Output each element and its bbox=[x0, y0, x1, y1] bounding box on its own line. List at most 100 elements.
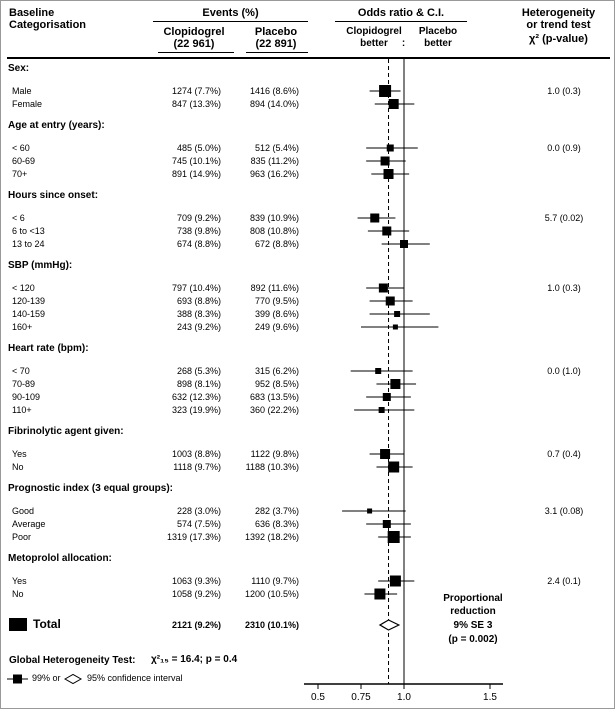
total-clopidogrel-value: 2121 (9.2%) bbox=[171, 620, 221, 630]
placebo-events-value: 399 (8.6%) bbox=[254, 309, 299, 319]
placebo-events-value: 512 (5.4%) bbox=[254, 143, 299, 153]
odds-ratio-square bbox=[382, 520, 391, 528]
x-axis-tick-label: 1.5 bbox=[483, 692, 497, 703]
row-label: Yes bbox=[12, 449, 27, 459]
odds-ratio-square bbox=[386, 144, 394, 152]
row-label: Male bbox=[12, 86, 32, 96]
proportional-reduction-line1: Proportional bbox=[443, 593, 503, 604]
odds-ratio-square bbox=[370, 213, 380, 223]
odds-ratio-square bbox=[390, 379, 401, 389]
clopidogrel-events-value: 1118 (9.7%) bbox=[173, 462, 221, 472]
legend-99-text: 99% or bbox=[32, 673, 61, 683]
odds-ratio-square bbox=[379, 85, 392, 97]
odds-ratio-square bbox=[374, 588, 386, 600]
group-heading: Fibrinolytic agent given: bbox=[8, 426, 124, 437]
placebo-events-value: 1392 (18.2%) bbox=[244, 532, 299, 542]
row-label: 13 to 24 bbox=[12, 239, 45, 249]
clopidogrel-events-value: 738 (9.8%) bbox=[176, 226, 221, 236]
clopidogrel-events-value: 1063 (9.3%) bbox=[171, 576, 221, 586]
group-heading: Prognostic index (3 equal groups): bbox=[8, 483, 174, 494]
placebo-column-header: Placebo bbox=[254, 26, 298, 38]
group-heading: Sex: bbox=[8, 63, 30, 74]
placebo-events-value: 808 (10.8%) bbox=[249, 226, 299, 236]
row-label: Yes bbox=[12, 576, 27, 586]
x-axis-tick-label: 0.75 bbox=[351, 692, 371, 703]
odds-ratio-square bbox=[387, 531, 400, 543]
placebo-events-value: 894 (14.0%) bbox=[249, 99, 299, 109]
odds-ratio-square bbox=[375, 368, 382, 374]
placebo-events-value: 1122 (9.8%) bbox=[250, 449, 299, 459]
row-label: 70+ bbox=[12, 169, 28, 179]
clopidogrel-events-value: 1003 (8.8%) bbox=[171, 449, 221, 459]
better-separator: : bbox=[401, 38, 406, 49]
row-label: 60-69 bbox=[12, 156, 36, 166]
heterogeneity-test-value: 1.0 (0.3) bbox=[547, 86, 581, 96]
placebo-column-n: (22 891) bbox=[255, 38, 297, 50]
odds-ratio-square bbox=[378, 283, 388, 293]
legend-99-square-icon bbox=[13, 674, 22, 684]
header-separator-rule bbox=[7, 57, 610, 59]
row-label: 140-159 bbox=[12, 309, 46, 319]
proportional-reduction-line3: 9% SE 3 bbox=[453, 620, 493, 631]
odds-ratio-square bbox=[388, 99, 399, 109]
placebo-events-value: 963 (16.2%) bbox=[249, 169, 299, 179]
total-label: Total bbox=[33, 617, 61, 631]
row-label: No bbox=[12, 462, 24, 472]
x-axis-tick-label: 1.0 bbox=[397, 692, 411, 703]
odds-ratio-right-label: Placebo bbox=[418, 26, 458, 37]
total-diamond bbox=[378, 619, 401, 631]
placebo-events-value: 892 (11.6%) bbox=[250, 283, 299, 293]
heterogeneity-test-value: 3.1 (0.08) bbox=[544, 506, 584, 516]
events-header: Events (%) bbox=[202, 7, 259, 19]
heterogeneity-header-line1: Heterogeneity bbox=[521, 7, 596, 19]
total-placebo-value: 2310 (10.1%) bbox=[244, 620, 299, 630]
row-label: Average bbox=[12, 519, 46, 529]
placebo-events-value: 282 (3.7%) bbox=[254, 506, 299, 516]
row-label: 90-109 bbox=[12, 392, 41, 402]
events-header-underline bbox=[153, 21, 308, 22]
placebo-events-value: 636 (8.3%) bbox=[254, 519, 299, 529]
global-heterogeneity-label: Global Heterogeneity Test: bbox=[9, 655, 136, 666]
odds-ratio-square bbox=[382, 226, 392, 236]
clopidogrel-events-value: 574 (7.5%) bbox=[176, 519, 221, 529]
clopidogrel-events-value: 323 (19.9%) bbox=[171, 405, 221, 415]
row-label: Poor bbox=[12, 532, 32, 542]
heterogeneity-test-value: 0.0 (0.9) bbox=[547, 143, 581, 153]
row-label: < 70 bbox=[12, 366, 30, 376]
placebo-events-value: 683 (13.5%) bbox=[249, 392, 299, 402]
group-heading: Metoprolol allocation: bbox=[8, 553, 112, 564]
clopidogrel-events-value: 797 (10.4%) bbox=[171, 283, 221, 293]
total-marker-square bbox=[9, 618, 27, 631]
odds-ratio-square bbox=[389, 575, 401, 587]
placebo-events-value: 1110 (9.7%) bbox=[251, 576, 299, 586]
better-right-label: better bbox=[424, 38, 452, 49]
row-label: Female bbox=[12, 99, 43, 109]
global-heterogeneity-value: χ²₁₅ = 16.4; p = 0.4 bbox=[151, 654, 238, 665]
legend-95-text: 95% confidence interval bbox=[87, 673, 183, 683]
placebo-events-value: 1188 (10.3%) bbox=[245, 462, 299, 472]
placebo-events-value: 952 (8.5%) bbox=[254, 379, 299, 389]
odds-ratio-header-underline bbox=[335, 21, 467, 22]
placebo-events-value: 1200 (10.5%) bbox=[244, 589, 299, 599]
placebo-events-value: 770 (9.5%) bbox=[254, 296, 299, 306]
group-heading: Heart rate (bpm): bbox=[8, 343, 89, 354]
placebo-events-value: 839 (10.9%) bbox=[249, 213, 299, 223]
odds-ratio-square bbox=[383, 169, 394, 179]
placebo-events-value: 672 (8.8%) bbox=[254, 239, 299, 249]
clopidogrel-column-underline bbox=[158, 52, 234, 53]
odds-ratio-square bbox=[388, 461, 400, 473]
baseline-header-line1: Baseline bbox=[9, 7, 55, 19]
better-left-label: better bbox=[360, 38, 388, 49]
placebo-events-value: 249 (9.6%) bbox=[254, 322, 299, 332]
row-label: < 6 bbox=[12, 213, 25, 223]
x-axis-tick-label: 0.5 bbox=[311, 692, 325, 703]
odds-ratio-square bbox=[378, 407, 385, 413]
row-label: 160+ bbox=[12, 322, 33, 332]
group-heading: Hours since onset: bbox=[8, 190, 99, 201]
clopidogrel-events-value: 1319 (17.3%) bbox=[166, 532, 221, 542]
placebo-events-value: 360 (22.2%) bbox=[249, 405, 299, 415]
odds-ratio-square bbox=[394, 311, 401, 317]
heterogeneity-test-value: 0.0 (1.0) bbox=[547, 366, 581, 376]
